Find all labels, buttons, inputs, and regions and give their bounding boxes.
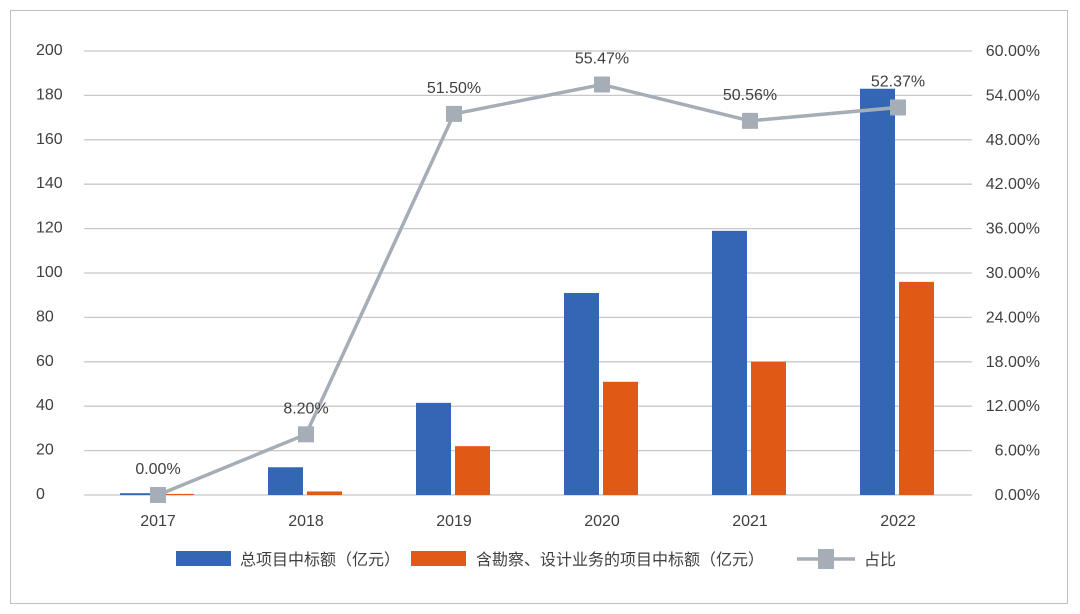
x-tick-label: 2017 <box>140 513 176 530</box>
share-marker <box>890 99 906 116</box>
y-right-tick-label: 24.00% <box>986 309 1040 326</box>
bar-survey-design <box>899 281 934 495</box>
share-data-label: 0.00% <box>135 461 180 478</box>
y-left-tick-label: 80 <box>36 308 54 325</box>
y-right-tick-label: 0.00% <box>995 487 1040 504</box>
share-marker <box>150 487 166 503</box>
y-left-tick-label: 160 <box>36 131 63 148</box>
y-right-tick-label: 6.00% <box>995 443 1040 460</box>
bar-total <box>712 230 747 495</box>
legend-label-share: 占比 <box>864 551 896 569</box>
share-marker <box>742 112 758 129</box>
y-right-tick-label: 54.00% <box>986 87 1040 104</box>
bar-total <box>120 493 155 495</box>
bar-total <box>268 467 303 495</box>
x-tick-label: 2018 <box>288 513 324 530</box>
y-left-tick-label: 40 <box>36 397 54 414</box>
legend-swatch-total <box>176 551 231 566</box>
share-marker <box>446 105 462 122</box>
y-left-tick-label: 120 <box>36 220 63 237</box>
legend-swatch-survey-design <box>411 551 466 566</box>
share-data-label: 55.47% <box>575 51 629 68</box>
y-left-tick-label: 20 <box>36 442 54 459</box>
bar-total <box>564 292 599 495</box>
y-left-tick-label: 0 <box>36 486 45 503</box>
x-tick-label: 2022 <box>880 513 916 530</box>
legend-marker-share <box>818 549 834 569</box>
bar-survey-design <box>455 446 490 495</box>
y-right-tick-label: 42.00% <box>986 176 1040 193</box>
share-data-label: 50.56% <box>723 87 777 104</box>
y-right-tick-label: 48.00% <box>986 132 1040 149</box>
bar-survey-design <box>751 361 786 495</box>
y-left-tick-label: 60 <box>36 353 54 370</box>
y-right-tick-label: 12.00% <box>986 398 1040 415</box>
legend-label-total: 总项目中标额（亿元） <box>240 551 400 569</box>
y-right-tick-label: 60.00% <box>986 43 1040 60</box>
x-tick-label: 2021 <box>732 513 768 530</box>
x-tick-label: 2020 <box>584 513 620 530</box>
share-line <box>157 82 899 497</box>
y-left-tick-label: 180 <box>36 86 63 103</box>
share-data-label: 8.20% <box>283 400 328 417</box>
bar-total <box>416 402 451 495</box>
bar-total <box>860 88 895 496</box>
y-left-tick-label: 140 <box>36 175 63 192</box>
y-right-tick-label: 18.00% <box>986 354 1040 371</box>
y-right-tick-label: 36.00% <box>986 221 1040 238</box>
x-tick-label: 2019 <box>436 513 472 530</box>
y-left-tick-label: 100 <box>36 264 63 281</box>
share-marker <box>594 76 610 93</box>
share-data-label: 51.50% <box>427 80 481 97</box>
bar-survey-design <box>307 491 342 495</box>
y-right-tick-label: 30.00% <box>986 265 1040 282</box>
y-left-tick-label: 200 <box>36 42 63 59</box>
bar-survey-design <box>603 381 638 495</box>
chart-frame <box>10 10 1068 604</box>
legend-label-survey-design: 含勘察、设计业务的项目中标额（亿元） <box>476 551 764 569</box>
bar-survey-design <box>159 493 194 495</box>
share-marker <box>298 426 314 443</box>
share-data-label: 52.37% <box>871 73 925 90</box>
